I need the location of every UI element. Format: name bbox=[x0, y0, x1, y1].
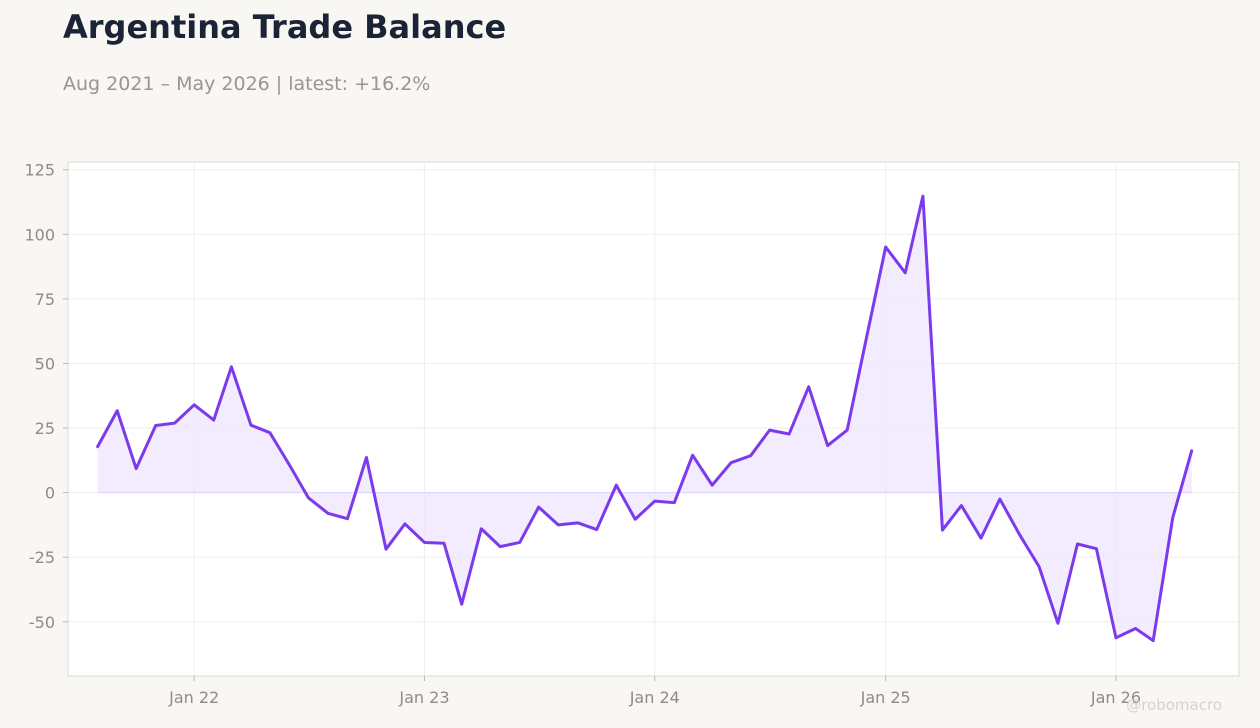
data-point bbox=[807, 385, 811, 389]
data-point bbox=[729, 461, 733, 465]
data-point bbox=[96, 445, 100, 449]
data-point bbox=[364, 455, 368, 459]
plot-area bbox=[67, 161, 1240, 677]
data-point bbox=[633, 517, 637, 521]
data-point bbox=[845, 428, 849, 432]
y-tick-label: 125 bbox=[24, 161, 55, 180]
y-tick-label: -50 bbox=[29, 613, 55, 632]
data-point bbox=[115, 409, 119, 413]
data-point bbox=[787, 432, 791, 436]
data-point bbox=[556, 523, 560, 527]
data-point bbox=[1171, 516, 1175, 520]
data-point bbox=[384, 547, 388, 551]
data-point bbox=[268, 431, 272, 435]
data-point bbox=[691, 453, 695, 457]
data-point bbox=[212, 418, 216, 422]
data-point bbox=[710, 483, 714, 487]
data-point bbox=[192, 403, 196, 407]
y-tick-label: 100 bbox=[24, 225, 55, 244]
data-point bbox=[1017, 532, 1021, 536]
x-tick-label: Jan 22 bbox=[168, 688, 219, 707]
chart-title: Argentina Trade Balance bbox=[63, 8, 507, 46]
data-point bbox=[653, 499, 657, 503]
chart-subtitle: Aug 2021 – May 2026 | latest: +16.2% bbox=[63, 73, 431, 95]
data-point bbox=[979, 536, 983, 540]
data-point bbox=[518, 540, 522, 544]
x-tick-label: Jan 23 bbox=[398, 688, 449, 707]
y-tick-label: -25 bbox=[29, 548, 55, 567]
data-point bbox=[134, 467, 138, 471]
data-point bbox=[1190, 449, 1194, 453]
data-point bbox=[346, 517, 350, 521]
data-point bbox=[1056, 621, 1060, 625]
y-tick-label: 75 bbox=[35, 290, 55, 309]
data-point bbox=[460, 602, 464, 606]
data-point bbox=[229, 365, 233, 369]
data-point bbox=[672, 501, 676, 505]
data-point bbox=[884, 245, 888, 249]
data-point bbox=[1075, 542, 1079, 546]
data-point bbox=[1151, 639, 1155, 643]
data-point bbox=[614, 483, 618, 487]
data-point bbox=[959, 504, 963, 508]
data-point bbox=[479, 527, 483, 531]
data-point bbox=[903, 271, 907, 275]
data-point bbox=[173, 421, 177, 425]
series-line bbox=[96, 194, 1194, 643]
data-point bbox=[287, 463, 291, 467]
data-point bbox=[422, 540, 426, 544]
data-point bbox=[326, 511, 330, 515]
data-point bbox=[403, 522, 407, 526]
data-point bbox=[1094, 547, 1098, 551]
data-point bbox=[595, 528, 599, 532]
data-point bbox=[498, 545, 502, 549]
data-point bbox=[1114, 636, 1118, 640]
data-point bbox=[749, 454, 753, 458]
area-fill bbox=[97, 196, 1192, 641]
data-point bbox=[1134, 626, 1138, 630]
data-point bbox=[306, 496, 310, 500]
data-point bbox=[442, 541, 446, 545]
y-tick-label: 0 bbox=[45, 484, 55, 503]
y-tick-label: 25 bbox=[35, 419, 55, 438]
data-point bbox=[768, 428, 772, 432]
y-tick-label: 50 bbox=[35, 354, 55, 373]
x-tick-label: Jan 26 bbox=[1090, 688, 1141, 707]
data-point bbox=[826, 444, 830, 448]
data-point bbox=[576, 521, 580, 525]
watermark: @robomacro bbox=[1126, 696, 1222, 714]
data-point bbox=[998, 497, 1002, 501]
data-point bbox=[940, 528, 944, 532]
data-point bbox=[921, 194, 925, 198]
data-point bbox=[537, 505, 541, 509]
data-point bbox=[1037, 564, 1041, 568]
x-tick-label: Jan 25 bbox=[860, 688, 911, 707]
x-tick-label: Jan 24 bbox=[629, 688, 680, 707]
data-point bbox=[249, 423, 253, 427]
data-point bbox=[154, 423, 158, 427]
data-point bbox=[864, 337, 868, 341]
